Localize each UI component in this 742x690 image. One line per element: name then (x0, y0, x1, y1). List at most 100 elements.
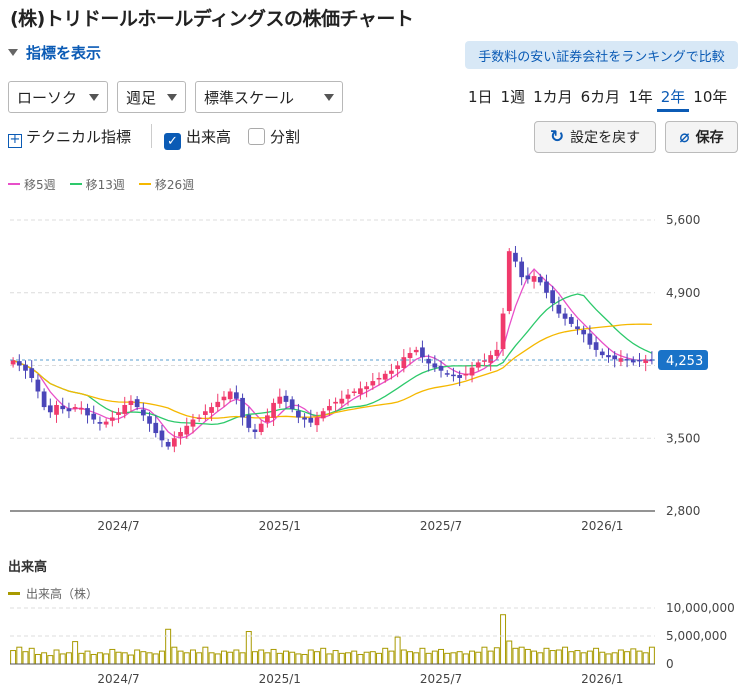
volume-checkbox[interactable]: ✓ 出来高 (164, 126, 231, 150)
split-checkbox[interactable]: 分割 (248, 126, 300, 147)
candle-body (215, 401, 221, 408)
range-2y[interactable]: 2年 (656, 86, 690, 112)
candle (60, 397, 66, 414)
candle-body (550, 290, 556, 304)
volume-bar (537, 652, 544, 665)
candle (556, 296, 562, 318)
price-tick-label: 3,500 (666, 431, 700, 445)
volume-bar (617, 649, 624, 665)
candle (203, 404, 208, 421)
candle-body (339, 398, 345, 404)
volume-bar (456, 651, 463, 665)
period-select[interactable]: 週足 (117, 81, 186, 113)
candle-body (178, 432, 183, 437)
candle (389, 363, 394, 380)
range-1m[interactable]: 1カ月 (533, 88, 573, 106)
candle-body (314, 417, 320, 426)
candle (643, 354, 649, 372)
volume-bar (518, 646, 525, 665)
volume-bar (233, 649, 240, 665)
candle (78, 401, 84, 415)
candle-body (234, 392, 239, 399)
candle-body (401, 357, 407, 368)
chart-type-select[interactable]: ローソク (8, 81, 108, 113)
volume-bar (283, 650, 289, 665)
scale-select[interactable]: 標準スケール (195, 81, 343, 113)
volume-bar (65, 652, 72, 665)
range-1w[interactable]: 1週 (500, 88, 526, 106)
volume-bar (115, 651, 122, 665)
candle-body (78, 408, 84, 410)
legend-ma26: 移26週 (138, 176, 195, 193)
candle (103, 418, 109, 428)
candle (147, 411, 152, 432)
legend-ma13-label: 移13週 (85, 178, 125, 192)
candle-body (159, 430, 165, 441)
reset-settings-button[interactable]: ↻ 設定を戻す (534, 121, 656, 153)
candle (333, 397, 338, 412)
volume-bar (152, 653, 159, 665)
volume-bar (171, 646, 178, 665)
indicator-toggle[interactable]: 指標を表示 (8, 42, 101, 63)
candle-body (60, 405, 66, 410)
candle-body (376, 377, 382, 380)
candle-body (140, 409, 146, 416)
volume-bar (419, 647, 426, 665)
legend-swatch (138, 183, 151, 185)
candle (327, 399, 332, 417)
candle-body (308, 417, 314, 423)
volume-bar (47, 655, 54, 665)
candle-body (618, 358, 624, 362)
volume-bar (394, 636, 401, 665)
candle-body (575, 326, 580, 330)
candle-body (556, 304, 562, 314)
technical-indicator-button[interactable]: + テクニカル指標 (8, 126, 131, 148)
volume-bar (146, 652, 153, 665)
candle-body (116, 412, 121, 415)
candle (599, 348, 605, 359)
range-1y[interactable]: 1年 (628, 88, 653, 106)
volume-bar (78, 652, 85, 665)
triangle-down-icon (8, 49, 18, 56)
broker-ranking-link[interactable]: 手数料の安い証券会社をランキングで比較 (465, 41, 738, 69)
candle (364, 381, 369, 398)
last-price-line: 4,253 (10, 349, 708, 370)
candle-body (271, 402, 276, 418)
candle (358, 381, 363, 400)
candle (438, 360, 444, 378)
volume-bar (611, 652, 618, 665)
candle-body (624, 359, 630, 361)
candle-body (630, 359, 636, 363)
candle (544, 274, 549, 299)
range-10y[interactable]: 10年 (693, 88, 728, 106)
volume-bar (289, 651, 296, 665)
candle (271, 398, 276, 426)
candle (370, 372, 376, 390)
volume-bar (127, 654, 134, 665)
volume-bar (183, 652, 190, 665)
volume-bar (220, 650, 227, 665)
candle-body (506, 251, 512, 312)
volume-bar (636, 650, 643, 665)
candle (91, 405, 97, 424)
candle-body (500, 313, 506, 350)
range-6m[interactable]: 6カ月 (580, 88, 621, 106)
candle (469, 361, 475, 383)
save-button[interactable]: ⌀ 保存 (665, 121, 738, 153)
ma-legend: 移5週 移13週 移26週 (8, 176, 194, 193)
candle-body (463, 373, 469, 376)
volume-bar (382, 647, 389, 665)
volume-bar (593, 647, 600, 665)
candle (252, 423, 258, 439)
volume-bar (320, 647, 327, 665)
candle-body (16, 361, 22, 366)
candle (451, 367, 456, 382)
chevron-down-icon (167, 94, 177, 101)
candle-body (494, 349, 500, 356)
legend-ma26-label: 移26週 (154, 178, 195, 192)
volume-bar (264, 652, 271, 665)
candle (581, 325, 587, 343)
range-1d[interactable]: 1日 (468, 88, 493, 106)
volume-bar (648, 646, 655, 665)
